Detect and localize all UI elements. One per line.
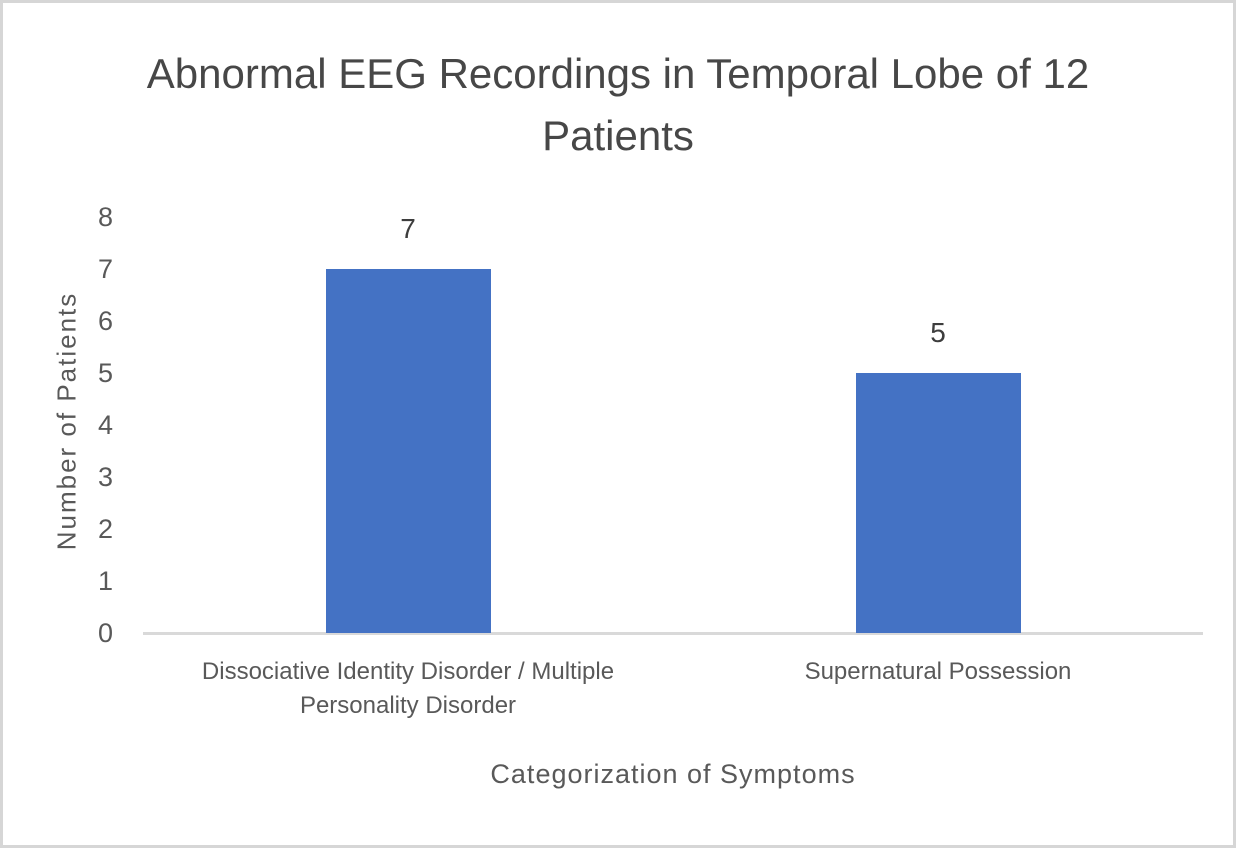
bar	[855, 373, 1021, 633]
x-axis-title: Categorization of Symptoms	[490, 759, 856, 789]
y-tick-label: 5	[97, 358, 113, 388]
chart-title: Abnormal EEG Recordings in Temporal Lobe…	[146, 50, 1090, 159]
y-tick-label: 1	[97, 566, 113, 596]
y-tick-label: 2	[97, 514, 113, 544]
y-tick-label: 3	[97, 462, 113, 492]
y-tick-label: 0	[97, 618, 113, 648]
x-category-label: Dissociative Identity Disorder / Multipl…	[201, 658, 615, 719]
y-tick-label: 8	[97, 202, 113, 232]
y-tick-label: 4	[97, 410, 113, 440]
y-tick-label: 7	[97, 254, 113, 284]
bar-data-label: 5	[930, 317, 946, 348]
y-tick-label: 6	[97, 306, 113, 336]
x-axis-line	[143, 632, 1203, 635]
x-category-label: Supernatural Possession	[804, 658, 1072, 685]
bar-data-label: 7	[400, 213, 416, 244]
bar	[325, 269, 491, 633]
